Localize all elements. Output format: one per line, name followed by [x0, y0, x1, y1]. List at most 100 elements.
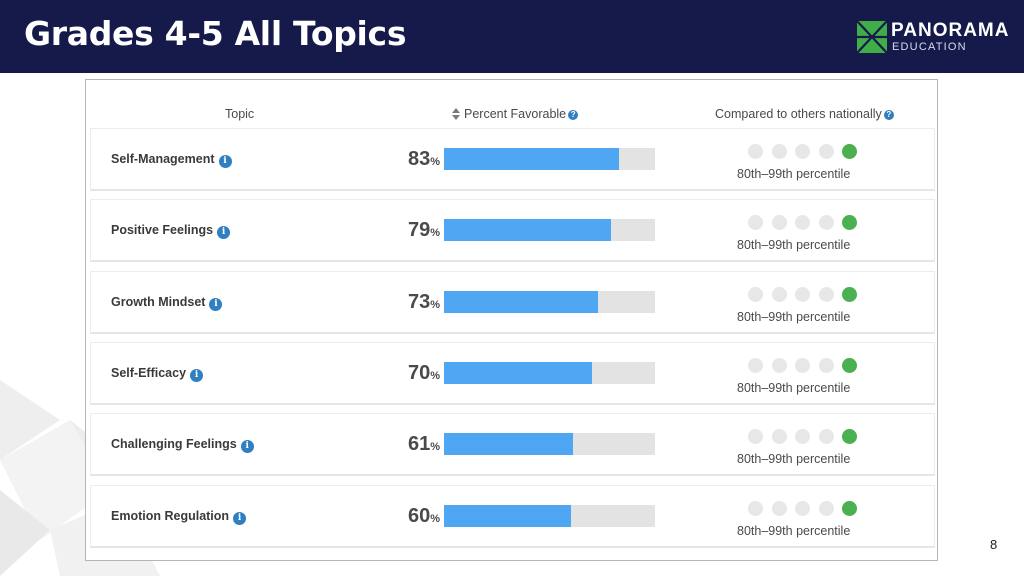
table-row: Growth Mindset i 73% 80th–99th percentile: [90, 270, 935, 334]
percent-bar-fill: [444, 433, 573, 456]
topic-label: Emotion Regulation: [111, 508, 230, 523]
comparison-dot: [818, 429, 834, 445]
comparison-dot-active: [842, 357, 857, 373]
percent-sign: %: [430, 512, 440, 525]
help-icon[interactable]: ?: [883, 110, 894, 120]
percentile-label: 80th–99th percentile: [737, 238, 851, 253]
info-icon[interactable]: i: [233, 511, 247, 525]
topic-label: Challenging Feelings: [111, 437, 237, 452]
comparison-dot: [771, 215, 787, 231]
percent-value: 60%: [408, 504, 440, 531]
column-header-topic-label: Topic: [225, 107, 255, 121]
comparison-dot: [795, 144, 810, 159]
percent-bar-track: [444, 433, 655, 456]
table-row: Emotion Regulation i 60% 80th–99th percenti…: [90, 484, 935, 548]
topic-label: Positive Feelings: [111, 223, 214, 238]
percent-bar-track: [444, 504, 655, 527]
percent-sign: %: [430, 227, 440, 240]
percent-value: 73%: [408, 290, 440, 317]
comparison-dot: [818, 215, 834, 231]
slide-title: Grades 4-5 All Topics: [24, 14, 407, 53]
table-row: Challenging Feelings i 61% 80th–99th percen…: [90, 413, 935, 477]
comparison-dot-active: [842, 286, 857, 302]
brand-subtitle: EDUCATION: [892, 41, 967, 53]
panorama-logo-icon: [857, 21, 887, 53]
percent-value: 83%: [408, 147, 440, 174]
help-icon[interactable]: ?: [568, 110, 579, 120]
info-icon[interactable]: i: [240, 440, 254, 454]
comparison-dot: [771, 286, 787, 302]
percent-value: 61%: [408, 432, 440, 459]
comparison-dot: [795, 215, 810, 231]
percent-sign: %: [430, 441, 440, 454]
brand-name: PANORAMA: [891, 20, 1010, 41]
comparison-dot-active: [842, 429, 857, 445]
comparison-dot: [748, 357, 763, 373]
topic-name: Self-Efficacy i: [111, 365, 204, 382]
percent-number: 60: [407, 504, 431, 527]
comparison-dot-active: [842, 144, 857, 159]
topic-name: Self-Management i: [111, 151, 232, 168]
percent-bar-fill: [444, 290, 599, 313]
column-header-compared: Compared to others nationally?: [715, 104, 894, 124]
topics-table: Topic Percent Favorable? Compared to oth…: [85, 79, 938, 561]
percent-value: 79%: [408, 218, 440, 245]
percent-number: 83: [407, 148, 431, 170]
column-header-compared-label: Compared to others nationally: [715, 107, 882, 121]
percent-bar-fill: [444, 504, 571, 527]
comparison-dot: [818, 357, 834, 373]
comparison-dot: [818, 286, 834, 302]
comparison-dot: [795, 357, 810, 373]
percent-bar-fill: [444, 148, 620, 170]
percentile-label: 80th–99th percentile: [737, 523, 851, 538]
info-icon[interactable]: i: [217, 226, 231, 240]
comparison-dot: [795, 500, 810, 516]
percent-sign: %: [430, 156, 440, 168]
percentile-label: 80th–99th percentile: [737, 380, 851, 395]
percentile-label: 80th–99th percentile: [737, 167, 851, 181]
column-header-percent-label: Percent Favorable: [464, 107, 567, 121]
comparison-dot: [748, 429, 763, 445]
info-icon[interactable]: i: [218, 155, 232, 168]
percent-sign: %: [430, 298, 440, 311]
column-header-percent[interactable]: Percent Favorable?: [452, 104, 579, 124]
info-icon[interactable]: i: [209, 297, 223, 311]
percent-bar-track: [444, 148, 655, 170]
info-icon[interactable]: i: [190, 368, 204, 382]
comparison-dot: [818, 500, 834, 516]
comparison-dot: [818, 144, 834, 159]
percent-number: 73: [407, 290, 431, 313]
topic-label: Self-Efficacy: [111, 365, 187, 380]
topic-name: Positive Feelings i: [111, 222, 231, 240]
percentile-label: 80th–99th percentile: [737, 309, 851, 324]
percent-bar-track: [444, 290, 655, 313]
topic-name: Challenging Feelings i: [111, 436, 254, 454]
comparison-dot: [795, 429, 810, 445]
percent-bar-fill: [444, 361, 592, 384]
percent-number: 79: [407, 219, 431, 242]
percent-number: 61: [407, 433, 431, 456]
comparison-dot: [771, 144, 787, 159]
sort-icon[interactable]: [452, 108, 460, 120]
topic-label: Self-Management: [111, 152, 215, 166]
percent-sign: %: [430, 369, 440, 382]
table-row: Self-Efficacy i 70% 80th–99th percentile: [90, 341, 935, 405]
comparison-dot: [748, 144, 763, 159]
page-number: 8: [990, 537, 998, 552]
topic-name: Growth Mindset i: [111, 294, 223, 311]
percentile-label: 80th–99th percentile: [737, 452, 851, 467]
percent-bar-track: [444, 361, 655, 384]
comparison-dot-active: [842, 215, 857, 231]
comparison-dot: [771, 429, 787, 445]
table-row: Positive Feelings i 79% 80th–99th percentil…: [90, 199, 935, 263]
percent-bar-track: [444, 219, 655, 242]
comparison-dot: [795, 286, 810, 302]
comparison-dot: [771, 500, 787, 516]
table-row: Self-Management i 83% 80th–99th percentile: [90, 128, 935, 191]
topic-label: Growth Mindset: [111, 294, 206, 309]
percent-bar-fill: [444, 219, 611, 242]
comparison-dot-active: [842, 500, 857, 516]
comparison-dot: [748, 500, 763, 516]
comparison-dot: [771, 357, 787, 373]
percent-value: 70%: [408, 361, 440, 388]
